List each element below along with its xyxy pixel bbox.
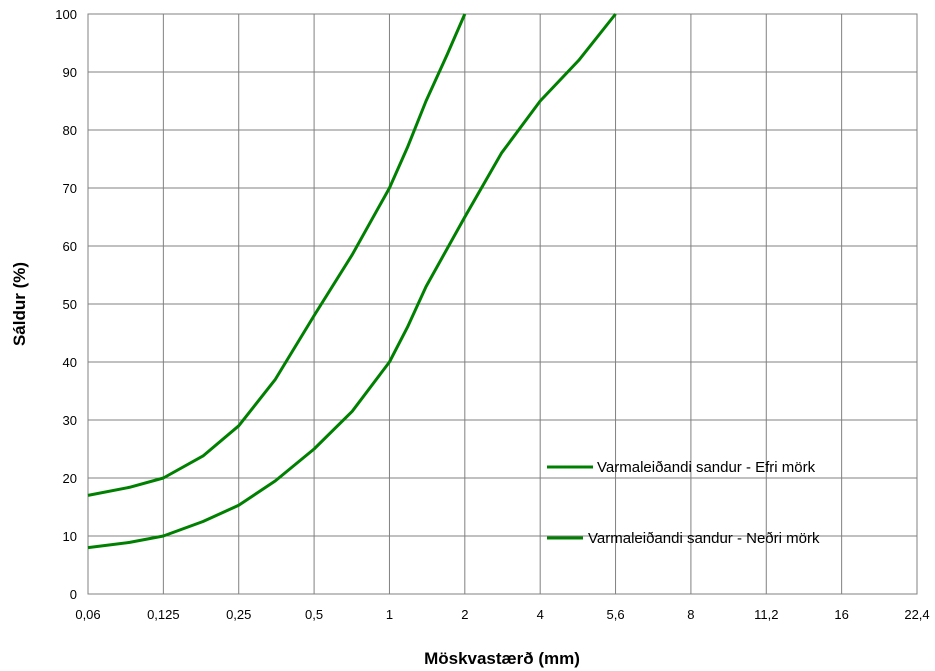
x-tick-label: 4 bbox=[537, 607, 544, 622]
x-tick-label: 0,125 bbox=[147, 607, 180, 622]
legend-label-efri: Varmaleiðandi sandur - Efri mörk bbox=[597, 459, 816, 476]
series-layer bbox=[87, 13, 617, 550]
x-tick-labels: 0,06 0,125 0,25 0,5 1 2 4 5,6 8 11,2 16 22,4 bbox=[75, 607, 929, 622]
y-tick-label: 20 bbox=[63, 471, 77, 486]
legend-label-nedri: Varmaleiðandi sandur - Neðri mörk bbox=[588, 530, 820, 547]
x-tick-label: 16 bbox=[834, 607, 848, 622]
x-tick-label: 5,6 bbox=[607, 607, 625, 622]
x-tick-label: 1 bbox=[386, 607, 393, 622]
legend: Varmaleiðandi sandur - Efri mörk Varmale… bbox=[547, 459, 820, 547]
y-tick-label: 70 bbox=[63, 181, 77, 196]
y-tick-label: 90 bbox=[63, 65, 77, 80]
y-tick-labels: 0 10 20 30 40 50 60 70 80 90 100 bbox=[55, 7, 77, 602]
y-tick-label: 80 bbox=[63, 123, 77, 138]
y-tick-label: 60 bbox=[63, 239, 77, 254]
y-tick-label: 40 bbox=[63, 355, 77, 370]
y-tick-label: 10 bbox=[63, 529, 77, 544]
x-tick-label: 2 bbox=[461, 607, 468, 622]
y-tick-label: 30 bbox=[63, 413, 77, 428]
x-tick-label: 0,25 bbox=[226, 607, 251, 622]
series-line-efri-mork bbox=[87, 13, 467, 497]
grid bbox=[88, 14, 917, 594]
y-tick-label: 100 bbox=[55, 7, 77, 22]
x-tick-label: 0,5 bbox=[305, 607, 323, 622]
y-tick-label: 50 bbox=[63, 297, 77, 312]
x-tick-label: 8 bbox=[687, 607, 694, 622]
x-tick-label: 0,06 bbox=[75, 607, 100, 622]
y-axis-title: Sáldur (%) bbox=[10, 262, 29, 346]
y-tick-label: 0 bbox=[70, 587, 77, 602]
x-axis-title: Möskvastærð (mm) bbox=[424, 649, 580, 668]
x-tick-label: 11,2 bbox=[754, 607, 778, 622]
plot-border bbox=[87, 13, 918, 595]
x-tick-label: 22,4 bbox=[904, 607, 929, 622]
series-line-nedri-mork bbox=[87, 13, 617, 550]
